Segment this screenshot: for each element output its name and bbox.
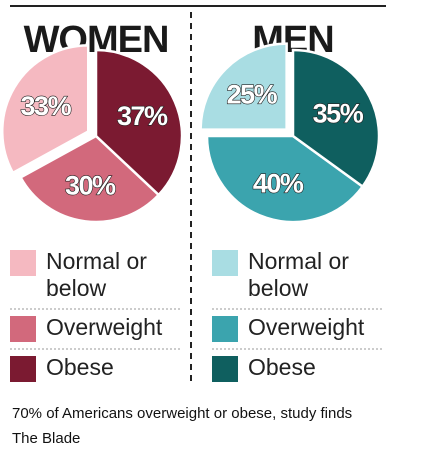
legend: Normal or below Overweight Obese — [212, 244, 382, 388]
legend-item: Overweight — [212, 310, 382, 350]
pie-slice — [291, 48, 381, 189]
legend-item: Obese — [212, 350, 382, 388]
caption-source: The Blade — [12, 430, 81, 447]
legend-label: Normal or below — [46, 248, 147, 301]
legend-swatch — [212, 316, 238, 342]
legend-label: Overweight — [46, 314, 163, 340]
pie-slice — [199, 42, 288, 131]
legend-item: Normal or below — [212, 244, 382, 310]
legend-label: Obese — [46, 354, 114, 380]
value-label: 33% — [21, 91, 72, 121]
legend-swatch — [212, 250, 238, 276]
legend-swatch — [10, 250, 36, 276]
legend-label: Obese — [248, 354, 316, 380]
legend-label: Overweight — [248, 314, 365, 340]
value-label: 37% — [117, 101, 168, 131]
legend-swatch — [10, 316, 36, 342]
value-label: 25% — [227, 79, 278, 109]
pie-slice — [1, 44, 90, 175]
caption-headline: 70% of Americans overweight or obese, st… — [12, 405, 353, 422]
legend-swatch — [10, 356, 36, 382]
pie-slice — [94, 48, 184, 197]
value-label: 40% — [253, 168, 304, 198]
value-label: 35% — [313, 98, 364, 128]
legend-item: Overweight — [10, 310, 180, 350]
legend-swatch — [212, 356, 238, 382]
legend-item: Normal or below — [10, 244, 180, 310]
legend-label: Normal or below — [248, 248, 349, 301]
legend-item: Obese — [10, 350, 180, 388]
pie-slice — [205, 134, 365, 224]
legend: Normal or below Overweight Obese — [10, 244, 180, 388]
value-label: 30% — [65, 170, 116, 200]
pie-slice — [18, 134, 161, 224]
